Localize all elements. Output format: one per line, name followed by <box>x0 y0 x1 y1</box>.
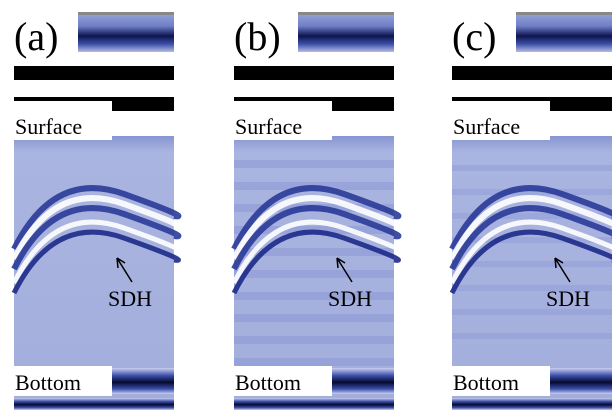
bottom-band <box>14 398 174 410</box>
black-band <box>112 97 174 111</box>
defect-label: SDH <box>546 286 590 311</box>
black-band <box>452 66 612 80</box>
top-white <box>78 12 174 15</box>
defect-label: SDH <box>328 286 372 311</box>
scan-stripe <box>452 165 612 171</box>
figure: SurfaceBottomSDH(a)SurfaceBottomSDH(b)Su… <box>0 0 612 419</box>
surface-label: Surface <box>235 114 302 139</box>
top-white <box>298 12 394 15</box>
top-strip <box>516 12 612 52</box>
scan-image <box>452 136 612 404</box>
bottom-label: Bottom <box>453 370 519 395</box>
scan-stripe <box>452 261 612 267</box>
top-strip <box>298 12 394 52</box>
bottom-echo <box>332 368 394 394</box>
black-band <box>332 97 394 111</box>
bottom-echo <box>112 368 174 394</box>
scan-stripe <box>234 314 394 322</box>
bottom-label: Bottom <box>235 370 301 395</box>
bottom-label: Bottom <box>15 370 81 395</box>
black-band <box>234 66 394 80</box>
panel-label: (c) <box>452 14 496 59</box>
black-band <box>550 97 612 111</box>
panel: Surface Bottom SDH (a) <box>14 12 178 410</box>
surface-label: Surface <box>15 114 82 139</box>
bottom-band <box>234 398 394 410</box>
scan-stripe <box>234 358 394 366</box>
scan-image <box>14 136 174 404</box>
bottom-echo <box>550 368 612 394</box>
scan-stripe <box>234 160 394 168</box>
panel-label: (a) <box>14 14 58 59</box>
defect-label: SDH <box>108 286 152 311</box>
panel: Surface Bottom SDH (b) <box>234 12 398 410</box>
panel: Surface Bottom SDH (c) <box>452 12 612 410</box>
panel-label: (b) <box>234 14 281 59</box>
black-band <box>14 66 174 80</box>
top-white <box>516 12 612 15</box>
scan-stripe <box>234 336 394 344</box>
scan-stripe <box>452 333 612 339</box>
bottom-band <box>452 398 612 410</box>
scan-stripe <box>234 270 394 278</box>
surface-label: Surface <box>453 114 520 139</box>
top-strip <box>78 12 174 52</box>
